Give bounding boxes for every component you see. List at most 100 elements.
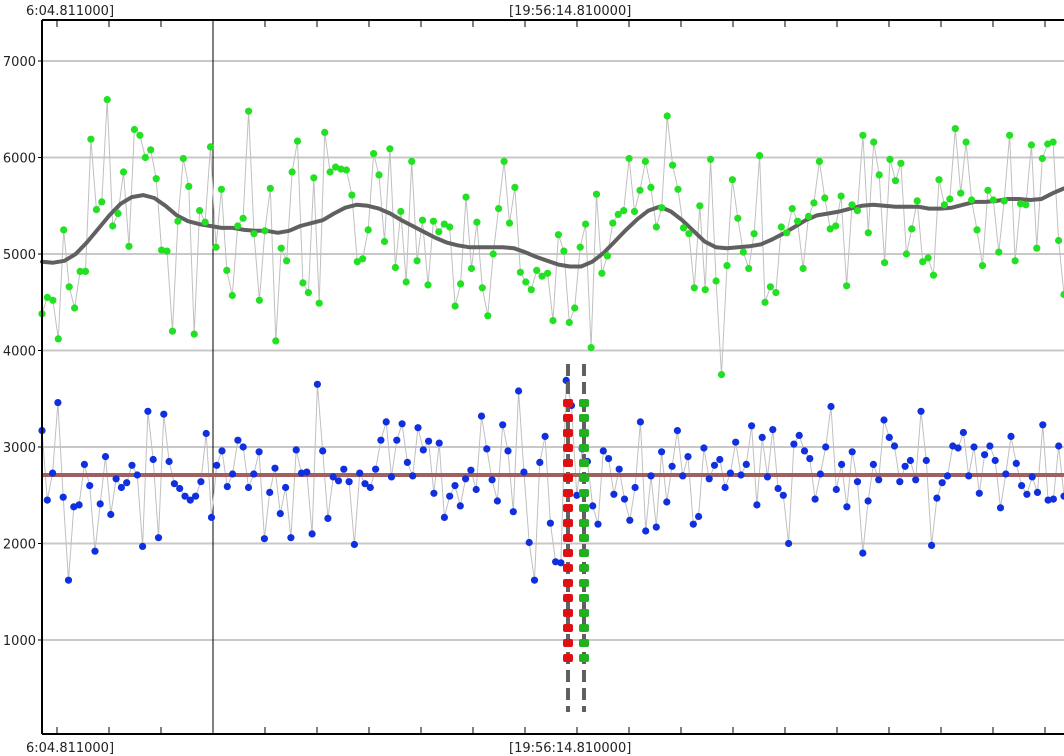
lower-series-point xyxy=(763,473,772,481)
upper-series-point xyxy=(625,154,633,163)
upper-series-point xyxy=(902,250,911,258)
range-marker-green-dot xyxy=(579,609,589,617)
lower-series-point xyxy=(981,451,989,459)
range-marker-red-dot xyxy=(563,414,573,422)
lower-series-point xyxy=(991,456,999,465)
lower-series-point xyxy=(1055,442,1063,450)
y-tick-label: 2000 xyxy=(3,538,36,553)
upper-series-point xyxy=(98,198,106,206)
lower-series-point xyxy=(737,471,745,479)
lower-series-point xyxy=(430,489,438,497)
upper-series-point xyxy=(391,263,399,272)
upper-series-point xyxy=(380,237,389,246)
lower-series-point xyxy=(631,483,639,492)
lower-series-point xyxy=(324,514,332,523)
lower-series-point xyxy=(345,478,353,486)
lower-series-point xyxy=(710,461,719,469)
upper-series-point xyxy=(1022,201,1030,209)
range-marker-red-dot xyxy=(563,459,573,467)
upper-series-point xyxy=(500,157,508,165)
y-tick-label: 3000 xyxy=(3,441,36,456)
lower-series-point xyxy=(943,472,952,480)
lower-series-point xyxy=(753,501,761,509)
lower-series-point xyxy=(350,540,358,549)
upper-series-point xyxy=(614,210,622,218)
lower-series-point xyxy=(244,483,253,492)
upper-series-point xyxy=(734,214,742,222)
lower-series-point xyxy=(414,424,422,432)
lower-series-point xyxy=(1039,421,1047,429)
upper-series-point xyxy=(65,283,73,291)
lower-series-point xyxy=(1007,432,1015,440)
upper-series-point xyxy=(332,163,340,171)
lower-series-point xyxy=(1033,488,1042,496)
upper-series-point xyxy=(1000,197,1008,205)
lower-series-point xyxy=(589,502,597,510)
lower-series-point xyxy=(599,447,607,455)
lower-series-point xyxy=(673,427,682,435)
upper-series-point xyxy=(848,201,856,209)
upper-series-point xyxy=(739,248,747,256)
lower-series-point xyxy=(329,473,337,481)
lower-series-point xyxy=(133,471,141,479)
upper-series-point xyxy=(190,330,198,338)
upper-series-point xyxy=(484,312,492,320)
upper-series-point xyxy=(370,150,378,158)
upper-series-point xyxy=(277,244,285,252)
lower-series-point xyxy=(620,495,629,503)
lower-series-point xyxy=(864,497,872,505)
lower-series-point xyxy=(1060,492,1064,500)
upper-series-point xyxy=(821,194,829,202)
upper-series-point xyxy=(679,224,688,232)
lower-series-point xyxy=(721,483,729,492)
range-marker-green-dot xyxy=(579,399,589,407)
lower-series-point xyxy=(530,576,539,584)
lower-series-point xyxy=(880,416,888,424)
upper-series-point xyxy=(402,278,410,286)
upper-series-point xyxy=(707,155,715,163)
lower-series-point xyxy=(811,495,819,503)
upper-series-point xyxy=(272,337,280,345)
upper-series-point xyxy=(1049,138,1057,146)
range-markers[interactable] xyxy=(563,364,589,712)
lower-series-point xyxy=(303,468,311,476)
lower-series-point xyxy=(467,466,475,474)
lower-series-point xyxy=(1012,459,1020,467)
top-time-ticks xyxy=(56,20,1046,27)
upper-series-point xyxy=(978,262,987,270)
upper-series-point xyxy=(299,279,307,287)
lower-series-point xyxy=(139,542,147,551)
upper-series-point xyxy=(701,286,709,294)
lower-series-point xyxy=(853,478,862,486)
upper-series-point xyxy=(669,161,677,169)
lower-series-point xyxy=(901,462,909,470)
upper-series-point xyxy=(522,278,530,286)
lower-series-point xyxy=(192,492,200,500)
lower-series-point xyxy=(573,491,581,499)
y-tick-label: 4000 xyxy=(3,345,36,360)
upper-series-point xyxy=(663,112,671,120)
upper-series-point xyxy=(375,171,383,179)
lower-series-point xyxy=(308,530,316,538)
lower-series-point xyxy=(541,432,549,440)
range-marker-red-dot xyxy=(563,654,573,662)
range-marker-green-dot xyxy=(579,414,589,422)
upper-series-point xyxy=(185,182,193,190)
upper-series-point xyxy=(968,196,976,204)
upper-series-point xyxy=(587,344,595,352)
plot-background xyxy=(42,20,1064,734)
lower-series-point xyxy=(75,501,83,509)
upper-series-point xyxy=(859,131,867,139)
lower-series-point xyxy=(668,462,676,470)
lower-series-point xyxy=(594,520,602,528)
y-axis-ticks: 1000 2000 3000 4000 5000 6000 7000 xyxy=(3,55,42,649)
upper-series-point xyxy=(429,217,437,225)
lower-series-point xyxy=(504,447,512,455)
lower-series-point xyxy=(366,483,374,492)
lower-series-point xyxy=(101,453,110,461)
lower-series-point xyxy=(202,429,210,438)
range-marker-green-dot xyxy=(579,504,589,512)
upper-series-point xyxy=(60,226,68,234)
upper-series-point xyxy=(658,204,666,212)
upper-series-point xyxy=(223,266,231,274)
